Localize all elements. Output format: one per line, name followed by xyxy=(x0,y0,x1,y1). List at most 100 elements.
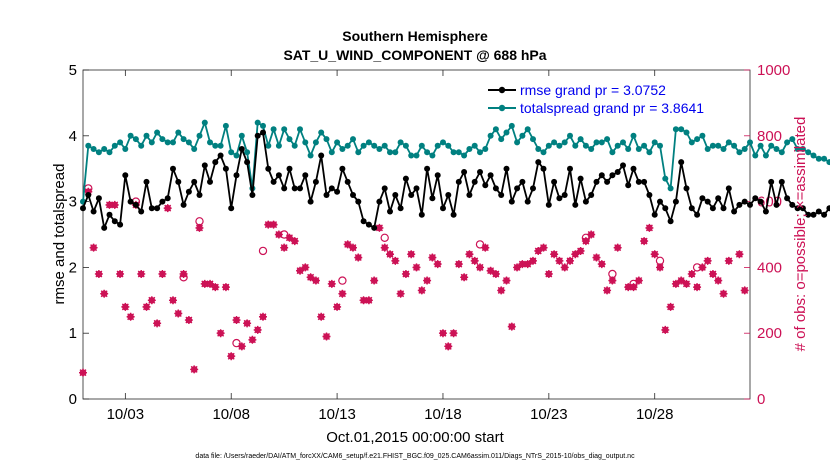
rmse-point xyxy=(302,172,309,179)
rmse-point xyxy=(249,192,256,198)
totalspread-point xyxy=(191,146,198,152)
obs-assimilated-point xyxy=(597,260,606,269)
totalspread-point xyxy=(111,142,118,149)
rmse-point xyxy=(466,192,473,198)
rmse-point xyxy=(323,192,330,198)
obs-assimilated-point xyxy=(364,296,373,305)
obs-assimilated-point xyxy=(476,263,485,272)
totalspread-point xyxy=(826,159,830,166)
totalspread-point xyxy=(122,146,129,152)
y-right-tick-label: 0 xyxy=(757,391,765,408)
totalspread-point xyxy=(492,126,499,133)
rmse-point xyxy=(275,172,282,179)
rmse-point xyxy=(360,218,367,225)
rmse-point xyxy=(154,205,161,212)
obs-assimilated-point xyxy=(232,316,241,325)
obs-assimilated-point xyxy=(258,312,267,321)
obs-possible-point xyxy=(380,233,389,242)
totalspread-point xyxy=(148,139,155,146)
rmse-point xyxy=(498,192,505,198)
obs-assimilated-point xyxy=(142,302,151,311)
totalspread-point xyxy=(535,146,542,152)
rmse-point xyxy=(387,208,393,215)
totalspread-point xyxy=(593,139,600,146)
totalspread-point xyxy=(90,146,97,152)
totalspread-point xyxy=(275,142,282,149)
rmse-point xyxy=(678,159,685,166)
rmse-point xyxy=(826,205,830,212)
obs-assimilated-point xyxy=(555,256,564,265)
totalspread-point xyxy=(768,142,775,149)
obs-assimilated-point xyxy=(333,302,342,311)
rmse-point xyxy=(217,152,224,159)
obs-assimilated-point xyxy=(666,302,675,311)
totalspread-point xyxy=(339,146,346,152)
obs-assimilated-point xyxy=(407,250,416,259)
totalspread-point xyxy=(217,142,224,149)
obs-assimilated-point xyxy=(121,302,130,311)
rmse-point xyxy=(85,192,92,198)
totalspread-point xyxy=(307,152,314,159)
totalspread-point xyxy=(540,149,547,156)
obs-assimilated-point xyxy=(708,269,717,278)
rmse-point xyxy=(201,162,208,169)
rmse-point xyxy=(307,198,314,205)
rmse-point xyxy=(773,201,780,208)
obs-assimilated-point xyxy=(174,309,183,318)
legend: rmse grand pr = 3.0752 totalspread grand… xyxy=(484,80,748,120)
obs-assimilated-point xyxy=(650,250,659,259)
obs-assimilated-point xyxy=(438,329,447,338)
obs-assimilated-point xyxy=(248,335,257,344)
chart-subtitle: SAT_U_WIND_COMPONENT @ 688 hPa xyxy=(283,47,546,63)
totalspread-point xyxy=(762,152,769,159)
rmse-point xyxy=(630,165,637,172)
obs-possible-point xyxy=(258,246,268,256)
totalspread-point xyxy=(709,142,716,149)
totalspread-point xyxy=(318,129,325,136)
rmse-point xyxy=(588,192,595,198)
rmse-point xyxy=(487,172,494,179)
totalspread-point xyxy=(450,149,457,156)
rmse-point xyxy=(270,178,277,185)
rmse-point xyxy=(747,201,753,208)
totalspread-point xyxy=(799,146,806,152)
totalspread-point xyxy=(334,139,341,146)
totalspread-point xyxy=(635,146,642,152)
obs-possible-point xyxy=(179,273,188,282)
rmse-point xyxy=(440,205,446,212)
rmse-point xyxy=(392,192,399,198)
rmse-point xyxy=(344,178,351,185)
totalspread-point xyxy=(117,139,124,146)
rmse-point xyxy=(609,172,616,179)
rmse-point xyxy=(450,211,457,218)
totalspread-point xyxy=(244,149,251,156)
obs-possible-point xyxy=(338,276,347,285)
rmse-point xyxy=(720,205,727,212)
obs-assimilated-point xyxy=(396,289,405,298)
obs-assimilated-point xyxy=(168,296,177,305)
rmse-point xyxy=(704,198,711,205)
totalspread-point xyxy=(164,139,171,146)
totalspread-point xyxy=(471,142,478,149)
totalspread-point xyxy=(413,152,420,159)
obs-assimilated-point xyxy=(417,286,426,295)
rmse-point xyxy=(455,178,462,185)
totalspread-point xyxy=(805,149,812,156)
totalspread-point xyxy=(731,142,738,149)
rmse-point xyxy=(598,172,605,179)
totalspread-point xyxy=(106,149,113,156)
obs-assimilated-point xyxy=(719,289,728,298)
rmse-point xyxy=(318,152,325,159)
totalspread-point xyxy=(815,155,822,162)
rmse-point xyxy=(429,195,436,202)
rmse-point xyxy=(196,192,203,198)
obs-assimilated-point xyxy=(89,243,98,252)
totalspread-point xyxy=(498,136,505,143)
totalspread-point xyxy=(625,146,632,152)
obs-assimilated-point xyxy=(227,352,236,361)
rmse-point xyxy=(731,208,738,215)
obs-assimilated-point xyxy=(116,269,125,278)
obs-assimilated-point xyxy=(253,325,262,334)
totalspread-point xyxy=(180,136,187,143)
totalspread-point xyxy=(794,146,801,152)
